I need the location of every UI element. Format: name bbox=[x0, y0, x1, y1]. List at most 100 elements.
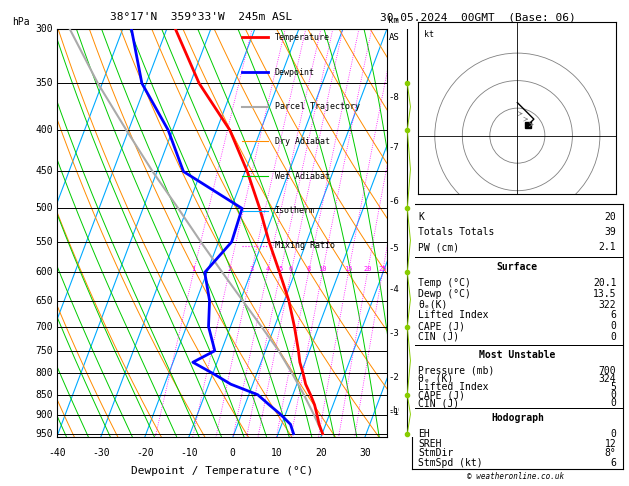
Text: StmDir: StmDir bbox=[418, 448, 454, 458]
Text: 30.05.2024  00GMT  (Base: 06): 30.05.2024 00GMT (Base: 06) bbox=[380, 12, 576, 22]
Text: km: km bbox=[389, 16, 399, 25]
Text: CAPE (J): CAPE (J) bbox=[418, 321, 465, 331]
Text: 0: 0 bbox=[230, 448, 236, 458]
Text: 322: 322 bbox=[599, 300, 616, 310]
Text: -4: -4 bbox=[389, 285, 399, 294]
Text: 4: 4 bbox=[265, 266, 270, 273]
Text: Lifted Index: Lifted Index bbox=[418, 311, 489, 320]
Text: 6: 6 bbox=[289, 266, 293, 273]
Text: 15: 15 bbox=[344, 266, 353, 273]
Text: 300: 300 bbox=[35, 24, 53, 34]
Text: 13.5: 13.5 bbox=[593, 289, 616, 299]
Text: 25: 25 bbox=[378, 266, 387, 273]
Text: 1: 1 bbox=[191, 266, 196, 273]
Text: 2: 2 bbox=[227, 266, 231, 273]
Text: 700: 700 bbox=[35, 322, 53, 331]
Text: 400: 400 bbox=[35, 125, 53, 135]
Text: Dewp (°C): Dewp (°C) bbox=[418, 289, 471, 299]
Text: 6: 6 bbox=[611, 458, 616, 468]
Text: Totals Totals: Totals Totals bbox=[418, 227, 494, 237]
Text: 650: 650 bbox=[35, 295, 53, 306]
Text: 0: 0 bbox=[611, 399, 616, 408]
Text: -6: -6 bbox=[389, 197, 399, 206]
Text: -1: -1 bbox=[389, 408, 399, 417]
Text: StmSpd (kt): StmSpd (kt) bbox=[418, 458, 483, 468]
Text: © weatheronline.co.uk: © weatheronline.co.uk bbox=[467, 472, 564, 481]
Text: Dewpoint / Temperature (°C): Dewpoint / Temperature (°C) bbox=[131, 466, 313, 476]
Text: 3: 3 bbox=[249, 266, 253, 273]
Text: 5: 5 bbox=[278, 266, 282, 273]
Text: -7: -7 bbox=[389, 143, 399, 152]
Text: 5: 5 bbox=[611, 382, 616, 392]
Text: 20.1: 20.1 bbox=[593, 278, 616, 288]
Text: Temperature: Temperature bbox=[274, 33, 330, 42]
Text: -LCL: -LCL bbox=[389, 406, 408, 416]
Text: Lifted Index: Lifted Index bbox=[418, 382, 489, 392]
Text: 600: 600 bbox=[35, 267, 53, 278]
Text: Temp (°C): Temp (°C) bbox=[418, 278, 471, 288]
Text: Hodograph: Hodograph bbox=[491, 414, 544, 423]
Text: θₑ(K): θₑ(K) bbox=[418, 300, 448, 310]
Text: θₑ (K): θₑ (K) bbox=[418, 374, 454, 384]
Text: EH: EH bbox=[418, 429, 430, 439]
Text: CIN (J): CIN (J) bbox=[418, 399, 459, 408]
Bar bbox=[412, 345, 623, 408]
Text: Surface: Surface bbox=[497, 262, 538, 272]
Text: 6: 6 bbox=[611, 311, 616, 320]
Text: -10: -10 bbox=[180, 448, 198, 458]
Text: 20: 20 bbox=[604, 212, 616, 222]
Text: Pressure (mb): Pressure (mb) bbox=[418, 365, 494, 376]
Text: 550: 550 bbox=[35, 237, 53, 247]
Text: 10: 10 bbox=[271, 448, 282, 458]
Bar bbox=[412, 408, 623, 469]
Text: 0: 0 bbox=[611, 321, 616, 331]
Text: CAPE (J): CAPE (J) bbox=[418, 390, 465, 400]
Text: ASL: ASL bbox=[389, 33, 404, 42]
Text: Isotherm: Isotherm bbox=[274, 207, 314, 215]
Text: -5: -5 bbox=[389, 243, 399, 253]
Text: 850: 850 bbox=[35, 390, 53, 399]
Text: -2: -2 bbox=[389, 373, 399, 382]
Text: K: K bbox=[418, 212, 424, 222]
Text: 10: 10 bbox=[318, 266, 326, 273]
Text: PW (cm): PW (cm) bbox=[418, 243, 459, 252]
Text: 39: 39 bbox=[604, 227, 616, 237]
Text: CIN (J): CIN (J) bbox=[418, 331, 459, 342]
Text: 324: 324 bbox=[599, 374, 616, 384]
Text: Mixing Ratio (g/kg): Mixing Ratio (g/kg) bbox=[402, 177, 411, 289]
Text: 350: 350 bbox=[35, 78, 53, 88]
Text: 2.1: 2.1 bbox=[599, 243, 616, 252]
Text: Wet Adiabat: Wet Adiabat bbox=[274, 172, 330, 181]
Text: 900: 900 bbox=[35, 410, 53, 420]
Text: Most Unstable: Most Unstable bbox=[479, 350, 555, 360]
Text: Parcel Trajectory: Parcel Trajectory bbox=[274, 102, 360, 111]
Text: Mixing Ratio: Mixing Ratio bbox=[274, 241, 335, 250]
Text: 8: 8 bbox=[306, 266, 311, 273]
Text: kt: kt bbox=[424, 30, 434, 38]
Bar bbox=[412, 257, 623, 345]
Text: 0: 0 bbox=[611, 331, 616, 342]
Text: hPa: hPa bbox=[13, 17, 30, 27]
Bar bbox=[412, 204, 623, 257]
Text: 500: 500 bbox=[35, 204, 53, 213]
Text: -30: -30 bbox=[92, 448, 109, 458]
Text: 20: 20 bbox=[315, 448, 326, 458]
Text: -20: -20 bbox=[136, 448, 153, 458]
Text: Dry Adiabat: Dry Adiabat bbox=[274, 137, 330, 146]
Text: 450: 450 bbox=[35, 167, 53, 176]
Text: -40: -40 bbox=[48, 448, 65, 458]
Text: SREH: SREH bbox=[418, 439, 442, 449]
Text: 30: 30 bbox=[359, 448, 370, 458]
Text: -8: -8 bbox=[389, 93, 399, 103]
Text: 950: 950 bbox=[35, 429, 53, 439]
Text: 0: 0 bbox=[611, 390, 616, 400]
Text: 38°17'N  359°33'W  245m ASL: 38°17'N 359°33'W 245m ASL bbox=[110, 12, 292, 22]
Text: -3: -3 bbox=[389, 330, 399, 338]
Text: 8°: 8° bbox=[604, 448, 616, 458]
Text: 800: 800 bbox=[35, 368, 53, 379]
Text: 0: 0 bbox=[611, 429, 616, 439]
Text: 700: 700 bbox=[599, 365, 616, 376]
Text: 12: 12 bbox=[604, 439, 616, 449]
Text: Dewpoint: Dewpoint bbox=[274, 68, 314, 76]
Text: 750: 750 bbox=[35, 346, 53, 356]
